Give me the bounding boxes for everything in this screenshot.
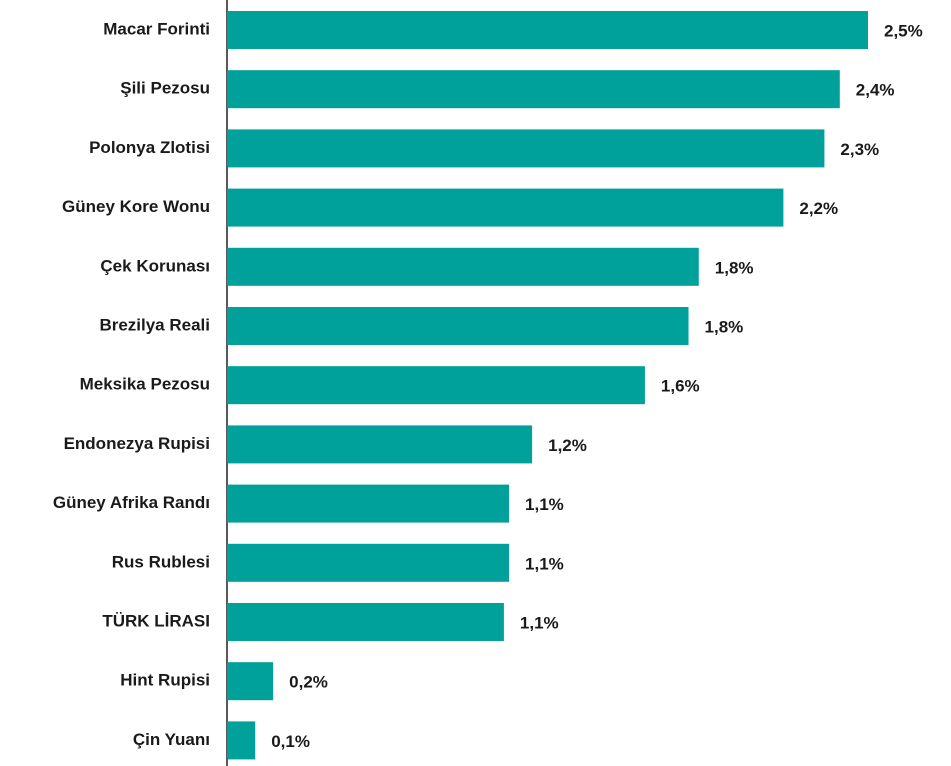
bar (227, 366, 645, 405)
bar (227, 70, 840, 109)
bar (227, 721, 256, 760)
value-label: 2,5% (884, 21, 923, 40)
value-label: 1,1% (525, 554, 564, 573)
value-label: 0,1% (271, 732, 310, 751)
bar (227, 603, 504, 641)
category-label: Meksika Pezosu (80, 375, 210, 394)
category-label: Güney Kore Wonu (62, 197, 210, 216)
value-label: 1,6% (661, 377, 700, 396)
bar (227, 11, 868, 49)
value-label: 1,8% (705, 317, 744, 336)
category-label: Şili Pezosu (120, 79, 210, 98)
category-label: Polonya Zlotisi (89, 138, 210, 157)
category-label: Hint Rupisi (120, 671, 210, 690)
category-label: Brezilya Reali (99, 315, 210, 334)
value-label: 1,1% (525, 495, 564, 514)
category-label: Endonezya Rupisi (64, 434, 210, 453)
bar (227, 484, 510, 523)
value-label: 2,3% (840, 140, 879, 159)
value-label: 1,8% (715, 258, 754, 277)
category-label: TÜRK LİRASI (102, 611, 210, 630)
category-label: Macar Forinti (103, 19, 210, 38)
value-label: 1,2% (548, 436, 587, 455)
category-label: Rus Rublesi (112, 552, 210, 571)
category-label: Çek Korunası (100, 256, 210, 275)
value-label: 1,1% (520, 613, 559, 632)
bar (227, 188, 784, 227)
bar (227, 247, 699, 286)
bar (227, 662, 274, 701)
bar (227, 425, 533, 464)
category-label: Çin Yuanı (133, 730, 210, 749)
bar (227, 543, 510, 582)
bar (227, 307, 689, 345)
bar (227, 129, 825, 168)
value-label: 2,2% (799, 199, 838, 218)
value-label: 0,2% (289, 673, 328, 692)
value-label: 2,4% (856, 81, 895, 100)
category-label: Güney Afrika Randı (53, 493, 210, 512)
